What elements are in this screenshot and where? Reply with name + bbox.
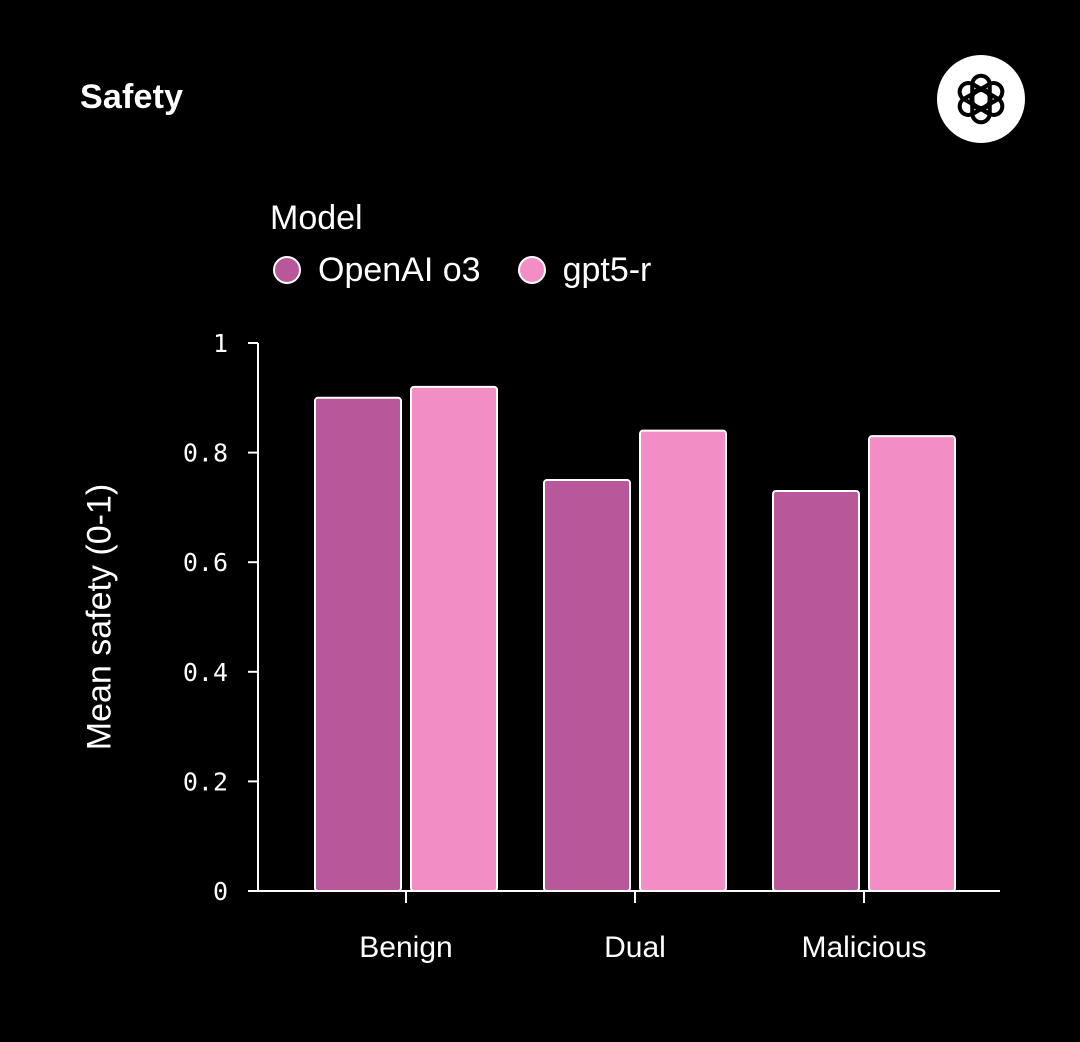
bar-openai-o3-benign <box>314 396 402 892</box>
legend-swatch-gpt5-r <box>517 256 546 284</box>
bar-gpt5-r-malicious <box>868 435 956 892</box>
y-tick-label-2: 0.4 <box>183 658 228 687</box>
x-tick-label-benign: Benign <box>359 931 452 964</box>
x-tick-label-malicious: Malicious <box>801 931 926 964</box>
bar-openai-o3-malicious <box>772 489 860 892</box>
legend-item-openai-o3: OpenAI o3 <box>270 250 481 290</box>
legend-item-gpt5-r: gpt5-r <box>515 250 652 290</box>
chart-title: Safety <box>80 78 184 116</box>
y-tick-label-3: 0.6 <box>183 548 228 577</box>
bar-openai-o3-dual <box>543 479 631 892</box>
openai-logo-icon <box>937 55 1025 143</box>
y-tick-label-5: 1 <box>213 329 228 358</box>
y-tick-label-1: 0.2 <box>183 767 228 796</box>
legend-swatch-openai-o3 <box>273 256 301 284</box>
chart-legend: Model OpenAI o3 gpt5-r <box>270 198 685 290</box>
bar-gpt5-r-benign <box>410 385 498 892</box>
y-tick-label-0: 0 <box>213 877 228 906</box>
legend-title: Model <box>270 199 363 237</box>
legend-label-openai-o3: OpenAI o3 <box>318 251 481 289</box>
openai-logo-glyph <box>957 73 1005 125</box>
legend-items: OpenAI o3 gpt5-r <box>270 250 685 290</box>
legend-label-gpt5-r: gpt5-r <box>562 251 652 289</box>
y-tick-label-4: 0.8 <box>183 439 228 468</box>
x-tick-label-dual: Dual <box>604 931 666 964</box>
bar-gpt5-r-dual <box>639 429 727 892</box>
